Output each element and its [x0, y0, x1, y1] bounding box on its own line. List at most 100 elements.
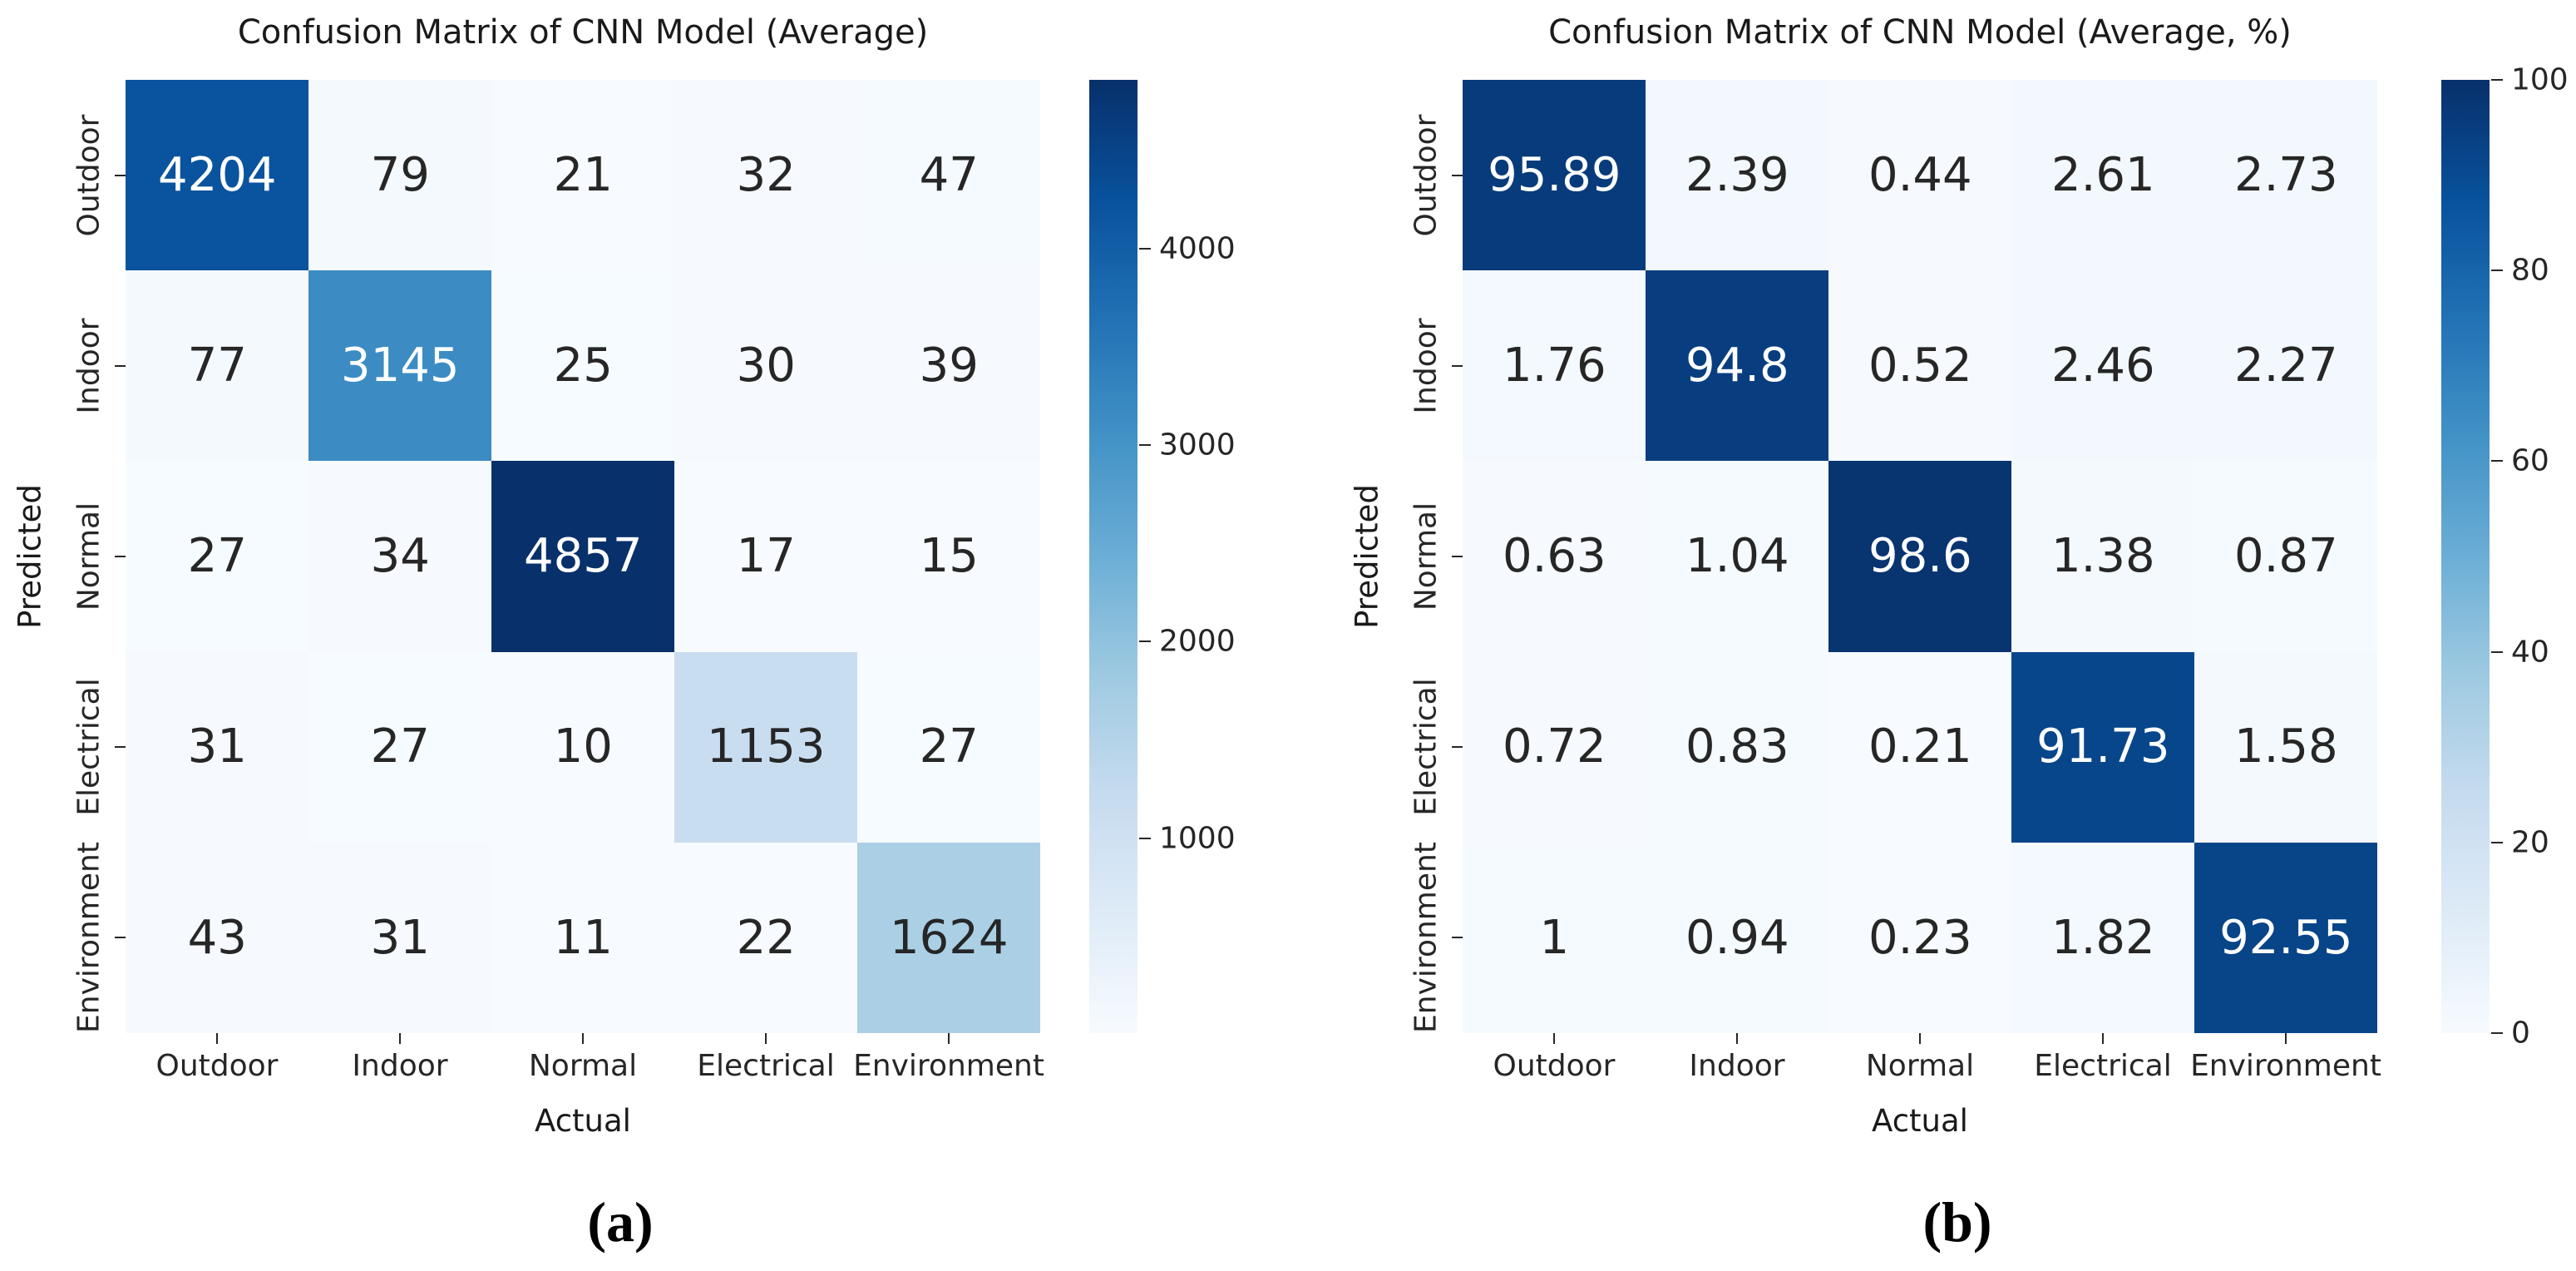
heatmap-cell: 0.52: [1828, 270, 2012, 462]
heatmap-cell: 95.89: [1463, 80, 1646, 271]
x-tick-label: Indoor: [352, 1049, 448, 1083]
x-tick-mark: [1919, 1033, 1921, 1044]
colorbar-tick-mark: [2491, 1032, 2503, 1034]
cell-value: 21: [553, 147, 613, 202]
heatmap-cell: 94.8: [1646, 270, 1829, 462]
cell-value: 11: [553, 910, 613, 965]
heatmap-cell: 1.76: [1463, 270, 1646, 462]
heatmap-cell: 4204: [126, 80, 309, 271]
x-tick-label: Normal: [1865, 1049, 1975, 1083]
cell-value: 43: [187, 910, 247, 965]
y-tick-label: Outdoor: [1409, 114, 1443, 237]
colorbar-gradient: [1089, 80, 1137, 1033]
heatmap-cell: 1: [1463, 842, 1646, 1033]
y-tick-label: Normal: [1409, 502, 1443, 611]
cell-value: 0.44: [1868, 147, 1972, 202]
colorbar-tick-mark: [2491, 460, 2503, 462]
heatmap-cell: 79: [308, 80, 492, 271]
cell-value: 0.94: [1685, 910, 1789, 965]
y-tick-label: Indoor: [72, 318, 106, 414]
heatmap-cell: 0.94: [1646, 842, 1829, 1033]
x-tick-label: Outdoor: [155, 1049, 279, 1083]
cell-value: 77: [187, 339, 247, 393]
colorbar-tick-mark: [2491, 270, 2503, 272]
cell-value: 95.89: [1488, 147, 1621, 202]
heatmap-cell: 11: [491, 842, 675, 1033]
cell-value: 94.8: [1685, 339, 1789, 393]
colorbar-tick-label: 100: [2511, 62, 2569, 97]
cell-value: 1.82: [2050, 910, 2155, 965]
heatmap-cell: 0.21: [1828, 651, 2012, 843]
heatmap-cell: 77: [126, 270, 309, 462]
cell-value: 79: [370, 147, 430, 202]
cell-value: 1: [1539, 910, 1570, 965]
x-tick-mark: [582, 1033, 584, 1044]
y-tick-mark: [1452, 174, 1463, 176]
heatmap-cell: 1624: [857, 842, 1040, 1033]
heatmap-cell: 0.44: [1828, 80, 2012, 271]
cell-value: 27: [919, 720, 979, 774]
cell-value: 98.6: [1868, 529, 1972, 584]
x-tick-label: Environment: [853, 1049, 1044, 1083]
heatmap-cell: 21: [491, 80, 675, 271]
cell-value: 22: [736, 910, 796, 965]
colorbar-tick-label: 80: [2511, 253, 2549, 288]
x-tick-mark: [1736, 1033, 1738, 1044]
cell-value: 1.38: [2050, 529, 2155, 584]
heatmap-cell: 47: [857, 80, 1040, 271]
x-tick-label: Indoor: [1689, 1049, 1785, 1083]
heatmap-cell: 27: [857, 651, 1040, 843]
panel-a-caption: (a): [587, 1190, 654, 1254]
cell-value: 31: [370, 910, 430, 965]
heatmap-cell: 31: [308, 842, 492, 1033]
cell-value: 27: [370, 720, 430, 774]
panel-a-title: Confusion Matrix of CNN Model (Average): [237, 13, 929, 52]
panel-b-xlabel: Actual: [1872, 1103, 1968, 1139]
colorbar-tick-mark: [2491, 650, 2503, 653]
y-tick-label: Environment: [1409, 842, 1443, 1034]
cell-value: 27: [187, 529, 247, 584]
y-tick-mark: [115, 746, 126, 749]
panel-b-caption: (b): [1922, 1190, 1992, 1254]
heatmap-cell: 0.87: [2194, 461, 2377, 653]
heatmap-cell: 1.38: [2011, 461, 2195, 653]
x-tick-mark: [765, 1033, 767, 1044]
panel-b-heatmap: 95.89 2.39 0.44 2.61 2.73 1.76 94.8 0.52 2.46 2.2…: [1463, 80, 2377, 1033]
colorbar-tick-label: 1000: [1159, 821, 1236, 856]
cell-value: 0.83: [1685, 720, 1789, 774]
x-tick-label: Electrical: [697, 1049, 835, 1083]
cell-value: 31: [187, 720, 247, 774]
x-tick-mark: [948, 1033, 950, 1044]
colorbar-tick-mark: [1139, 837, 1151, 839]
y-tick-label: Electrical: [1409, 678, 1443, 816]
panel-a-ylabel: Predicted: [12, 484, 48, 629]
panel-b-ylabel: Predicted: [1349, 484, 1385, 629]
cell-value: 1.04: [1685, 529, 1789, 584]
colorbar-tick-mark: [2491, 79, 2503, 81]
cell-value: 2.46: [2050, 339, 2155, 393]
heatmap-cell: 0.63: [1463, 461, 1646, 653]
cell-value: 4857: [524, 529, 643, 584]
cell-value: 3145: [341, 339, 460, 393]
cell-value: 1.76: [1502, 339, 1606, 393]
heatmap-cell: 22: [674, 842, 858, 1033]
heatmap-cell: 32: [674, 80, 858, 271]
y-tick-mark: [1452, 937, 1463, 939]
cell-value: 0.21: [1868, 720, 1972, 774]
heatmap-cell: 91.73: [2011, 651, 2195, 843]
colorbar-tick-label: 2000: [1159, 624, 1236, 659]
heatmap-cell: 0.72: [1463, 651, 1646, 843]
heatmap-cell: 2.27: [2194, 270, 2377, 462]
x-tick-mark: [2102, 1033, 2104, 1044]
x-tick-mark: [216, 1033, 218, 1044]
x-tick-mark: [399, 1033, 401, 1044]
heatmap-cell: 1.82: [2011, 842, 2195, 1033]
cell-value: 0.72: [1502, 720, 1606, 774]
y-tick-mark: [115, 364, 126, 367]
colorbar-tick-label: 40: [2511, 635, 2549, 670]
cell-value: 2.61: [2050, 147, 2155, 202]
panel-a-heatmap: 4204 79 21 32 47 77 3145 25 30 39 27 34 4857 17 15 31 27…: [126, 80, 1040, 1033]
heatmap-cell: 2.61: [2011, 80, 2195, 271]
heatmap-cell: 31: [126, 651, 309, 843]
